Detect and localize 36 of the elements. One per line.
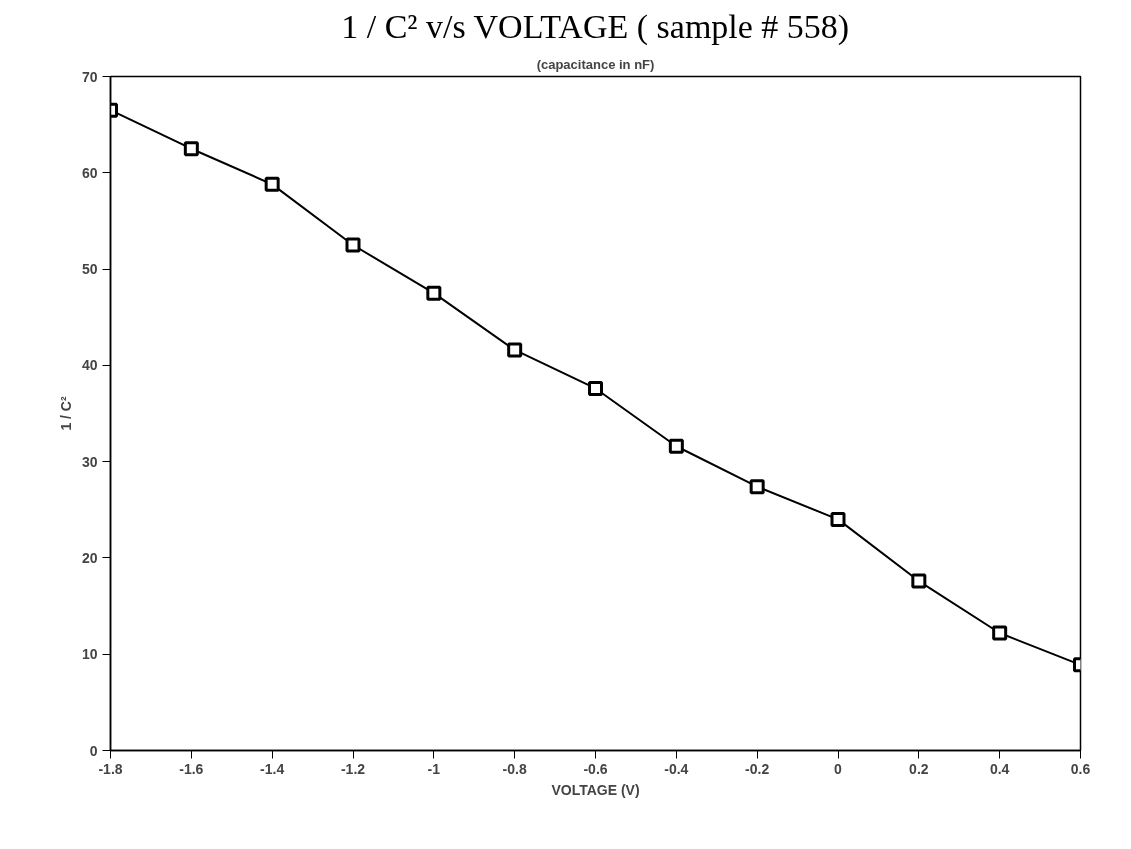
x-tick-label: 0.4 [989, 760, 1010, 777]
point [749, 479, 765, 495]
chart-subtitle: (capacitance in nF) [536, 56, 655, 72]
point [183, 141, 199, 157]
y-tick-label: 0 [89, 742, 98, 759]
y-tick-label: 70 [81, 68, 98, 85]
x-tick-label: -1 [427, 760, 441, 777]
x-tick-label: -1.2 [340, 760, 366, 777]
x-tick-label: -1.4 [260, 760, 285, 777]
point [426, 285, 442, 301]
point [588, 380, 603, 396]
x-tick-label: 0 [834, 760, 843, 777]
x-tick-label: -1.6 [179, 760, 204, 777]
point [830, 511, 846, 527]
point [668, 438, 684, 454]
y-tick-label: 60 [81, 164, 98, 181]
point [345, 237, 361, 253]
y-tick-label: 20 [81, 549, 98, 566]
x-tick-label: 0.2 [909, 760, 929, 777]
y-tick-label: 30 [81, 453, 98, 470]
x-axis-title: VOLTAGE (V) [551, 781, 640, 798]
point [264, 176, 280, 192]
y-tick-label: 50 [81, 261, 98, 278]
x-tick-label: -0.2 [745, 760, 770, 777]
x-tick-label: 0.6 [1070, 760, 1091, 777]
y-axis-title: 1 / C² [57, 396, 74, 431]
point [507, 342, 523, 358]
y-tick-label: 40 [81, 357, 98, 374]
chart-title: 1 / C² v/s VOLTAGE ( sample # 558) [341, 7, 850, 46]
point [992, 625, 1008, 641]
x-tick-label: -0.8 [502, 760, 527, 777]
y-tick-label: 10 [81, 646, 98, 663]
x-tick-label: -0.4 [664, 760, 689, 777]
x-tick-label: -0.6 [583, 760, 608, 777]
x-tick-label: -1.8 [98, 760, 123, 777]
point [911, 573, 927, 589]
